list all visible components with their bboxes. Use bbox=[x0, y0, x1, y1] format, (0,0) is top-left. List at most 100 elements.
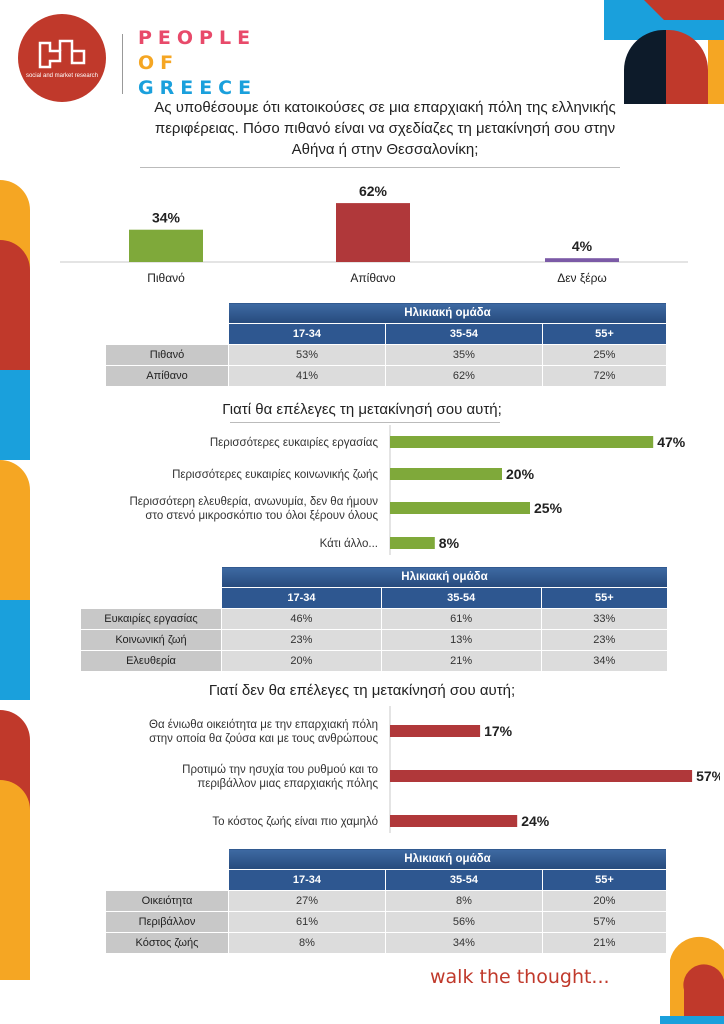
logo-mark-icon bbox=[38, 39, 86, 68]
table-column-header: 35-54 bbox=[384, 869, 543, 891]
bar bbox=[390, 770, 693, 782]
table-row-label: Ελευθερία bbox=[80, 650, 222, 672]
table-cell: 23% bbox=[540, 629, 669, 651]
table-cell: 57% bbox=[541, 911, 668, 933]
table-row: Πιθανό 53% 35% 25% bbox=[105, 344, 668, 366]
table-column-header: 35-54 bbox=[384, 323, 543, 345]
bar bbox=[390, 815, 518, 827]
table-row-label: Απίθανο bbox=[105, 365, 229, 387]
bar-value-label: 24% bbox=[521, 813, 550, 829]
table-corner bbox=[80, 566, 222, 588]
category-label: Δεν ξέρω bbox=[557, 271, 607, 285]
table-column-header: 55+ bbox=[540, 587, 669, 609]
section-rule bbox=[230, 422, 500, 423]
table-cell: 62% bbox=[384, 365, 543, 387]
category-label: Απίθανο bbox=[350, 271, 396, 285]
table-group-header: Ηλικιακή ομάδα bbox=[228, 302, 667, 324]
logo: social and market research bbox=[18, 14, 106, 102]
table-cell: 61% bbox=[380, 608, 542, 630]
bar bbox=[390, 468, 502, 480]
section-title-reasons-for: Γιατί θα επέλεγες τη μετακίνησή σου αυτή… bbox=[222, 401, 502, 418]
table-cell: 23% bbox=[221, 629, 382, 651]
reasons-against-bar-chart: 17% Θα ένιωθα οικειότητα με την επαρχιακή… bbox=[149, 706, 720, 833]
reasons-for-bar-chart: 47% Περισσότερες ευκαιρίες εργασίας 20% Περ… bbox=[129, 425, 686, 555]
survey-question: Ας υποθέσουμε ότι κατοικούσες σε μια επα… bbox=[154, 99, 616, 158]
bar-value-label: 4% bbox=[572, 238, 593, 254]
table-row-label: Περιβάλλον bbox=[105, 911, 229, 933]
top-right-decoration bbox=[604, 0, 724, 105]
bar bbox=[545, 258, 619, 262]
logo-tagline: social and market research bbox=[25, 72, 99, 79]
section-title-reasons-against: Γιατί δεν θα επέλεγες τη μετακίνησή σου … bbox=[208, 682, 516, 699]
brand-name: PEOPLE OF GREECE bbox=[138, 26, 257, 101]
table-row: Περιβάλλον 61% 56% 57% bbox=[105, 911, 668, 933]
table-cell: 21% bbox=[380, 650, 542, 672]
table-cell: 34% bbox=[540, 650, 669, 672]
category-label: Θα ένιωθα οικειότητα με την επαρχιακή πό… bbox=[149, 719, 378, 731]
left-decoration bbox=[0, 180, 30, 980]
category-label: Περισσότερες ευκαιρίες εργασίας bbox=[210, 437, 379, 449]
table-cell: 34% bbox=[384, 932, 543, 954]
table-cell: 61% bbox=[228, 911, 386, 933]
table-corner bbox=[105, 848, 229, 870]
age-table-reasons-for: Ηλικιακή ομάδα 17-34 35-54 55+ Ευκαιρίες εργ… bbox=[80, 566, 669, 672]
bar-value-label: 20% bbox=[506, 466, 535, 482]
category-label: Προτιμώ την ησυχία του ρυθμού και το bbox=[182, 764, 378, 776]
table-corner bbox=[80, 587, 222, 609]
table-row-label: Οικειότητα bbox=[105, 890, 229, 912]
table-column-header: 55+ bbox=[541, 869, 668, 891]
age-table-likelihood: Ηλικιακή ομάδα 17-34 35-54 55+ Πιθανό 53% 35% 2… bbox=[105, 302, 668, 387]
table-cell: 27% bbox=[228, 890, 386, 912]
table-row-label: Κοινωνική ζωή bbox=[80, 629, 222, 651]
age-table-reasons-against: Ηλικιακή ομάδα 17-34 35-54 55+ Οικειότητα 27%… bbox=[105, 848, 668, 954]
table-row: Απίθανο 41% 62% 72% bbox=[105, 365, 668, 387]
table-row: Ελευθερία 20% 21% 34% bbox=[80, 650, 669, 672]
table-corner bbox=[105, 869, 229, 891]
table-column-header: 17-34 bbox=[228, 323, 386, 345]
brand-line: PEOPLE bbox=[138, 27, 257, 49]
table-cell: 21% bbox=[541, 932, 668, 954]
likelihood-bar-chart: 34% Πιθανό 62% Απίθανο 4% Δεν ξέρω bbox=[60, 183, 688, 285]
bar bbox=[390, 537, 435, 549]
bar bbox=[129, 229, 203, 262]
category-label: Κάτι άλλο... bbox=[320, 538, 378, 550]
brand-line: GREECE bbox=[138, 77, 258, 99]
category-label: Πιθανό bbox=[147, 271, 185, 285]
logo-divider bbox=[122, 34, 123, 94]
table-group-header: Ηλικιακή ομάδα bbox=[221, 566, 668, 588]
table-row: Κόστος ζωής 8% 34% 21% bbox=[105, 932, 668, 954]
bar bbox=[336, 203, 410, 262]
table-row: Κοινωνική ζωή 23% 13% 23% bbox=[80, 629, 669, 651]
category-label: περιβάλλον μιας επαρχιακής πόλης bbox=[197, 778, 378, 790]
bar-value-label: 47% bbox=[657, 434, 686, 450]
table-row: Ευκαιρίες εργασίας 46% 61% 33% bbox=[80, 608, 669, 630]
category-label: Περισσότερες ευκαιρίες κοινωνικής ζωής bbox=[172, 469, 378, 481]
bar bbox=[390, 725, 481, 737]
table-corner bbox=[105, 323, 229, 345]
table-cell: 56% bbox=[384, 911, 543, 933]
table-cell: 8% bbox=[384, 890, 543, 912]
table-column-header: 17-34 bbox=[221, 587, 382, 609]
table-column-header: 35-54 bbox=[380, 587, 542, 609]
table-cell: 25% bbox=[541, 344, 668, 366]
bar-value-label: 34% bbox=[152, 210, 181, 226]
category-label: στην οποία θα ζούσα και με τους ανθρώπου… bbox=[149, 733, 378, 745]
table-group-header: Ηλικιακή ομάδα bbox=[228, 848, 667, 870]
table-row-label: Πιθανό bbox=[105, 344, 229, 366]
table-column-header: 17-34 bbox=[228, 869, 386, 891]
table-cell: 53% bbox=[228, 344, 386, 366]
table-row-label: Κόστος ζωής bbox=[105, 932, 229, 954]
category-label: Το κόστος ζωής είναι πιο χαμηλό bbox=[212, 816, 378, 828]
table-cell: 41% bbox=[228, 365, 386, 387]
bar-value-label: 62% bbox=[359, 183, 388, 199]
table-column-header: 55+ bbox=[541, 323, 668, 345]
footer-tagline: walk the thought... bbox=[430, 966, 610, 988]
separator bbox=[140, 167, 620, 168]
table-row: Οικειότητα 27% 8% 20% bbox=[105, 890, 668, 912]
table-cell: 46% bbox=[221, 608, 382, 630]
brand-line: OF bbox=[138, 52, 180, 74]
bar-value-label: 57% bbox=[696, 768, 720, 784]
bar bbox=[390, 436, 654, 448]
table-cell: 13% bbox=[380, 629, 542, 651]
table-cell: 8% bbox=[228, 932, 386, 954]
